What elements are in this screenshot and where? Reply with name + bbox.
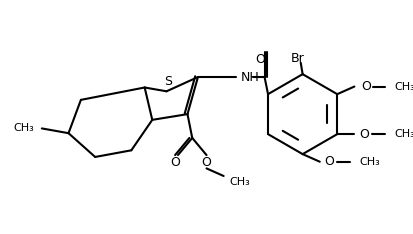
Text: O: O (360, 80, 370, 93)
Text: O: O (254, 53, 264, 66)
Text: CH₃: CH₃ (14, 123, 34, 133)
Text: O: O (170, 156, 180, 169)
Text: CH₃: CH₃ (394, 129, 413, 139)
Text: S: S (164, 75, 172, 88)
Text: CH₃: CH₃ (394, 81, 413, 91)
Text: O: O (201, 156, 211, 169)
Text: O: O (323, 155, 333, 168)
Text: CH₃: CH₃ (229, 177, 249, 187)
Text: NH: NH (240, 70, 259, 84)
Text: Br: Br (290, 52, 304, 66)
Text: O: O (358, 128, 368, 141)
Text: CH₃: CH₃ (359, 157, 380, 167)
